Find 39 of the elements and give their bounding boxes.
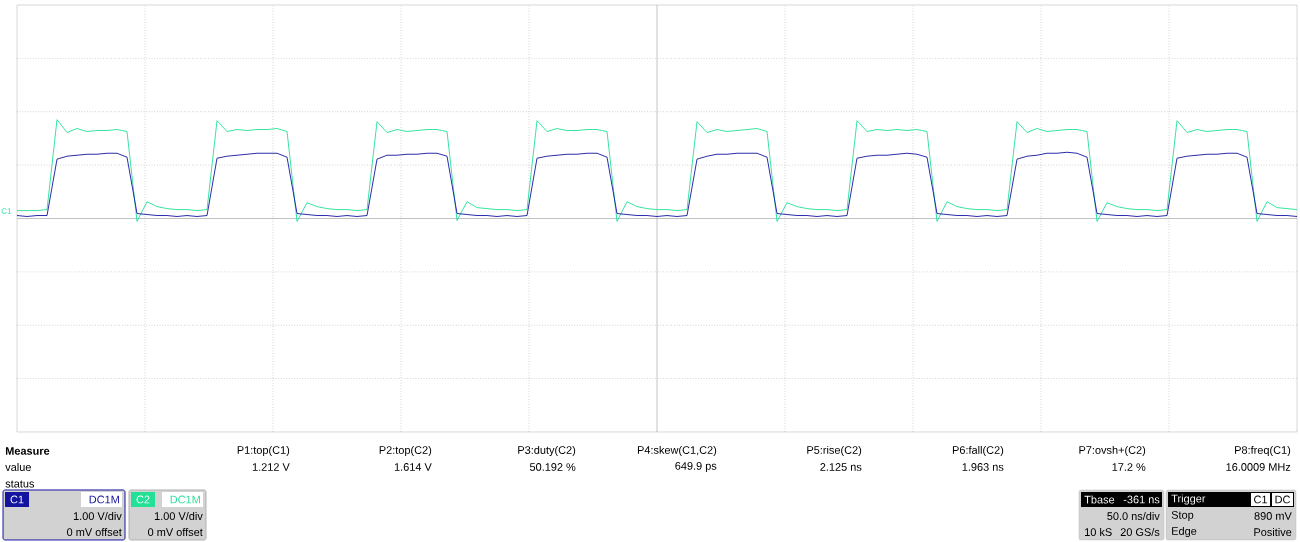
text: P6:fall(C2) <box>952 445 1004 457</box>
text: 50.0 ns/div <box>1107 511 1160 521</box>
text: P2:top(C2) <box>379 445 432 457</box>
text: 1.00 V/div <box>73 511 122 521</box>
text: 50.192 % <box>529 463 576 471</box>
text: 1.963 ns <box>962 463 1004 471</box>
text: C2 <box>136 495 150 504</box>
text: DC <box>1275 495 1290 504</box>
text: Trigger <box>1171 494 1206 505</box>
text: Positive <box>1254 527 1292 537</box>
text: P5:rise(C2) <box>807 445 862 457</box>
text: 2.125 ns <box>820 463 862 471</box>
text: P7:ovsh+(C2) <box>1079 445 1146 457</box>
text: DC1M <box>89 495 119 504</box>
text: Measure <box>5 447 50 455</box>
text: P8:freq(C1) <box>1235 445 1291 457</box>
text: 1.00 V/div <box>154 511 203 521</box>
text: Stop <box>1171 511 1194 521</box>
text: 20 GS/s <box>1120 527 1160 537</box>
text: 890 mV <box>1254 512 1292 520</box>
text: 0 mV offset <box>148 527 203 537</box>
text: 17.2 % <box>1112 463 1146 471</box>
text: 1.212 V <box>252 463 290 471</box>
legend-label: C1 <box>10 495 24 504</box>
text: status <box>5 480 35 488</box>
text: Edge <box>1172 526 1197 538</box>
text: P1:top(C1) <box>237 445 290 457</box>
text: -361 ns <box>1123 495 1160 504</box>
text: C1 <box>1254 495 1267 504</box>
text: P3:duty(C2) <box>518 445 576 457</box>
text: Tbase <box>1084 495 1115 504</box>
text: 10 kS <box>1085 527 1112 537</box>
text: 16.0009 MHz <box>1226 463 1291 471</box>
text: 0 mV offset <box>67 527 122 537</box>
text: P4:skew(C1,C2) <box>637 445 717 457</box>
text: DC1M <box>170 495 200 504</box>
text: 649.9 ps <box>675 462 717 472</box>
text: value <box>5 462 31 472</box>
text: 1.614 V <box>394 463 432 471</box>
